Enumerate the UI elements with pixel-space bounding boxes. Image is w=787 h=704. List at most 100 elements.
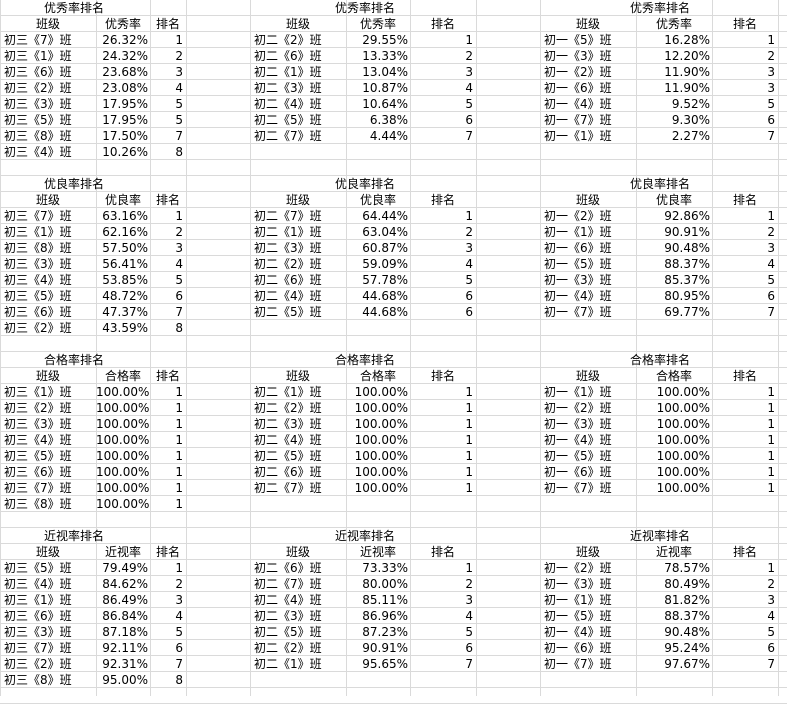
cell-rate-value[interactable]: 4.44% [369, 129, 408, 143]
cell-rate-value[interactable]: 56.41% [102, 257, 148, 271]
cell-rank-value[interactable]: 1 [465, 465, 473, 479]
cell-class-name[interactable]: 初三《8》班 [4, 673, 72, 687]
column-header-rate[interactable]: 优秀率 [104, 17, 141, 31]
cell-class-name[interactable]: 初三《5》班 [4, 449, 72, 463]
cell-rank-value[interactable]: 2 [175, 225, 183, 239]
cell-rank-value[interactable]: 2 [465, 225, 473, 239]
column-header-rate[interactable]: 近视率 [655, 545, 692, 559]
cell-class-name[interactable]: 初三《3》班 [4, 417, 72, 431]
cell-rank-value[interactable]: 3 [175, 593, 183, 607]
cell-rate-value[interactable]: 100.00% [354, 465, 408, 479]
cell-class-name[interactable]: 初二《1》班 [254, 225, 322, 239]
cell-rank-value[interactable]: 6 [175, 289, 183, 303]
cell-rank-value[interactable]: 3 [175, 65, 183, 79]
cell-rate-value[interactable]: 47.37% [102, 305, 148, 319]
column-header-class[interactable]: 班级 [575, 545, 600, 559]
cell-rate-value[interactable]: 80.00% [362, 577, 408, 591]
cell-class-name[interactable]: 初三《1》班 [4, 385, 72, 399]
cell-rank-value[interactable]: 7 [465, 657, 473, 671]
table-title[interactable]: 近视率排名 [629, 529, 690, 543]
cell-class-name[interactable]: 初一《6》班 [544, 241, 612, 255]
cell-rate-value[interactable]: 90.48% [664, 625, 710, 639]
cell-class-name[interactable]: 初二《1》班 [254, 65, 322, 79]
cell-rate-value[interactable]: 12.20% [664, 49, 710, 63]
column-header-rate[interactable]: 合格率 [104, 369, 141, 383]
cell-class-name[interactable]: 初一《2》班 [544, 561, 612, 575]
cell-class-name[interactable]: 初二《2》班 [254, 257, 322, 271]
column-header-rank[interactable]: 排名 [430, 193, 455, 207]
column-header-rate[interactable]: 合格率 [359, 369, 396, 383]
cell-rank-value[interactable]: 1 [767, 209, 775, 223]
cell-class-name[interactable]: 初三《6》班 [4, 609, 72, 623]
column-header-class[interactable]: 班级 [285, 369, 310, 383]
cell-rank-value[interactable]: 6 [465, 305, 473, 319]
cell-rate-value[interactable]: 17.50% [102, 129, 148, 143]
cell-rate-value[interactable]: 29.55% [362, 33, 408, 47]
cell-rate-value[interactable]: 95.24% [664, 641, 710, 655]
column-header-class[interactable]: 班级 [285, 193, 310, 207]
cell-rate-value[interactable]: 100.00% [656, 401, 710, 415]
cell-class-name[interactable]: 初三《7》班 [4, 641, 72, 655]
cell-rate-value[interactable]: 86.84% [102, 609, 148, 623]
cell-rank-value[interactable]: 6 [465, 289, 473, 303]
column-header-rate[interactable]: 优秀率 [359, 17, 396, 31]
cell-rank-value[interactable]: 7 [767, 305, 775, 319]
cell-class-name[interactable]: 初三《6》班 [4, 465, 72, 479]
cell-rate-value[interactable]: 100.00% [656, 433, 710, 447]
cell-rate-value[interactable]: 69.77% [664, 305, 710, 319]
cell-rank-value[interactable]: 1 [465, 561, 473, 575]
cell-rate-value[interactable]: 95.00% [102, 673, 148, 687]
cell-class-name[interactable]: 初三《1》班 [4, 49, 72, 63]
table-title[interactable]: 近视率排名 [43, 529, 104, 543]
cell-rate-value[interactable]: 100.00% [96, 433, 150, 447]
cell-class-name[interactable]: 初三《7》班 [4, 33, 72, 47]
cell-class-name[interactable]: 初三《5》班 [4, 561, 72, 575]
cell-class-name[interactable]: 初二《2》班 [254, 401, 322, 415]
cell-rate-value[interactable]: 100.00% [354, 481, 408, 495]
column-header-class[interactable]: 班级 [285, 17, 310, 31]
cell-class-name[interactable]: 初三《8》班 [4, 129, 72, 143]
cell-class-name[interactable]: 初一《1》班 [544, 225, 612, 239]
cell-rate-value[interactable]: 16.28% [664, 33, 710, 47]
cell-rank-value[interactable]: 3 [465, 241, 473, 255]
cell-rate-value[interactable]: 59.09% [362, 257, 408, 271]
cell-rank-value[interactable]: 4 [175, 257, 183, 271]
table-title[interactable]: 近视率排名 [334, 529, 395, 543]
column-header-rate[interactable]: 优良率 [359, 193, 396, 207]
cell-class-name[interactable]: 初一《3》班 [544, 49, 612, 63]
cell-rank-value[interactable]: 5 [175, 273, 183, 287]
cell-rate-value[interactable]: 100.00% [656, 385, 710, 399]
cell-class-name[interactable]: 初三《3》班 [4, 257, 72, 271]
cell-class-name[interactable]: 初三《7》班 [4, 209, 72, 223]
cell-rank-value[interactable]: 5 [767, 97, 775, 111]
cell-rank-value[interactable]: 1 [175, 433, 183, 447]
cell-rate-value[interactable]: 90.91% [362, 641, 408, 655]
column-header-rank[interactable]: 排名 [732, 193, 757, 207]
cell-rank-value[interactable]: 5 [465, 273, 473, 287]
cell-rank-value[interactable]: 4 [175, 81, 183, 95]
cell-rate-value[interactable]: 100.00% [96, 481, 150, 495]
cell-class-name[interactable]: 初一《4》班 [544, 97, 612, 111]
cell-rank-value[interactable]: 5 [175, 97, 183, 111]
column-header-rank[interactable]: 排名 [732, 545, 757, 559]
cell-class-name[interactable]: 初三《8》班 [4, 241, 72, 255]
cell-rate-value[interactable]: 10.87% [362, 81, 408, 95]
cell-class-name[interactable]: 初二《7》班 [254, 209, 322, 223]
cell-class-name[interactable]: 初二《1》班 [254, 385, 322, 399]
cell-rank-value[interactable]: 1 [175, 209, 183, 223]
cell-class-name[interactable]: 初一《4》班 [544, 433, 612, 447]
cell-rank-value[interactable]: 1 [465, 417, 473, 431]
table-title[interactable]: 优秀率排名 [629, 1, 690, 15]
cell-class-name[interactable]: 初二《4》班 [254, 433, 322, 447]
cell-rate-value[interactable]: 95.65% [362, 657, 408, 671]
cell-rate-value[interactable]: 57.78% [362, 273, 408, 287]
cell-rank-value[interactable]: 1 [465, 433, 473, 447]
cell-class-name[interactable]: 初二《6》班 [254, 49, 322, 63]
cell-rank-value[interactable]: 7 [175, 305, 183, 319]
cell-rate-value[interactable]: 100.00% [656, 417, 710, 431]
cell-rate-value[interactable]: 57.50% [102, 241, 148, 255]
table-title[interactable]: 合格率排名 [43, 353, 104, 367]
cell-rank-value[interactable]: 3 [465, 593, 473, 607]
cell-rate-value[interactable]: 86.96% [362, 609, 408, 623]
